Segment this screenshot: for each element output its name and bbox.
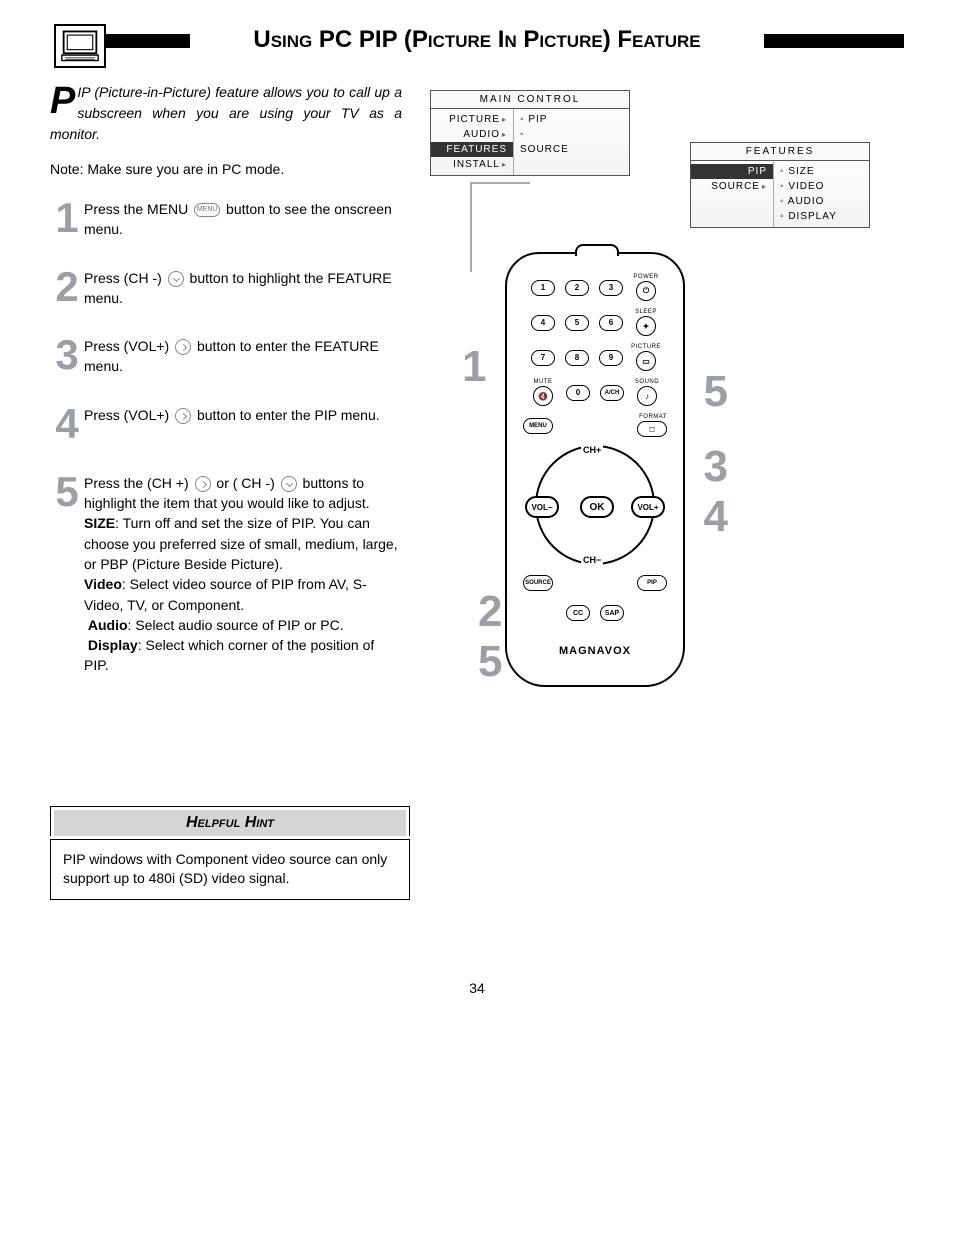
vol-plus-button: VOL+ [631, 496, 665, 518]
digit-6: 6 [599, 315, 623, 331]
step-number: 5 [50, 471, 84, 676]
power-label: POWER [633, 274, 658, 280]
vol-plus-icon [175, 408, 191, 424]
mute-label: MUTE [534, 379, 553, 385]
vol-plus-icon [175, 339, 191, 355]
digit-7: 7 [531, 350, 555, 366]
ch-plus-label: CH+ [581, 445, 603, 455]
callout-5b: 5 [478, 637, 502, 687]
callout-1: 1 [462, 342, 486, 392]
sap-button: SAP [600, 605, 624, 621]
ch-minus-icon [281, 476, 297, 492]
ach-button: A/CH [600, 385, 624, 401]
nav-ring: CH+ CH− VOL− VOL+ OK [535, 445, 655, 565]
sound-label: SOUND [635, 379, 659, 385]
ch-plus-icon [195, 476, 211, 492]
hint-body: PIP windows with Component video source … [50, 839, 410, 900]
step-number: 1 [50, 197, 84, 240]
format-label: FORMAT [639, 414, 667, 420]
callout-3: 3 [704, 442, 728, 492]
callout-5: 5 [704, 367, 728, 417]
pip-button: PIP [637, 575, 667, 591]
step-2: 2 Press (CH -) button to highlight the F… [50, 266, 402, 309]
step-4: 4 Press (VOL+) button to enter the PIP m… [50, 403, 402, 445]
helpful-hint: Helpful Hint PIP windows with Component … [50, 806, 410, 900]
digit-2: 2 [565, 280, 589, 296]
picture-icon: ▭ [636, 351, 656, 371]
sound-icon: ♪ [637, 386, 657, 406]
format-button: ⬚ [637, 421, 667, 437]
note-text: Note: Make sure you are in PC mode. [50, 161, 402, 177]
title-bar: Using PC PIP (Picture In Picture) Featur… [50, 20, 904, 64]
ok-button: OK [580, 496, 614, 518]
osd-title: MAIN CONTROL [431, 91, 629, 109]
ch-minus-icon [168, 271, 184, 287]
digit-8: 8 [565, 350, 589, 366]
picture-label: PICTURE [631, 344, 661, 350]
digit-9: 9 [599, 350, 623, 366]
digit-1: 1 [531, 280, 555, 296]
osd-features: FEATURES PIP SOURCE▸ ◦ SIZE ◦ VIDEO ◦ AU… [690, 142, 870, 228]
menu-button: MENU [523, 418, 553, 434]
brand-label: MAGNAVOX [517, 645, 673, 657]
callout-2: 2 [478, 587, 502, 637]
menu-button-icon: MENU [194, 203, 220, 217]
digit-3: 3 [599, 280, 623, 296]
intro-paragraph: PIP (Picture-in-Picture) feature allows … [50, 82, 402, 145]
step-number: 2 [50, 266, 84, 309]
digit-5: 5 [565, 315, 589, 331]
digit-0: 0 [566, 385, 590, 401]
power-icon: ⏻ [636, 281, 656, 301]
step-number: 4 [50, 403, 84, 445]
step-number: 3 [50, 334, 84, 377]
osd-title: FEATURES [691, 143, 869, 161]
step-3: 3 Press (VOL+) button to enter the FEATU… [50, 334, 402, 377]
osd-main-control: MAIN CONTROL PICTURE▸ AUDIO▸ FEATURES IN… [430, 90, 630, 176]
sleep-label: SLEEP [635, 309, 657, 315]
remote-control: 1 2 3 POWER⏻ 4 5 6 SLEEP✦ 7 8 9 [505, 252, 685, 687]
cc-button: CC [566, 605, 590, 621]
page-title: Using PC PIP (Picture In Picture) Featur… [190, 20, 764, 60]
step-5: 5 Press the (CH +) or ( CH -) buttons to… [50, 471, 402, 676]
page-number: 34 [50, 980, 904, 996]
monitor-icon [54, 24, 106, 68]
step-1: 1 Press the MENU MENU button to see the … [50, 197, 402, 240]
callout-4: 4 [704, 492, 728, 542]
digit-4: 4 [531, 315, 555, 331]
source-button: SOURCE [523, 575, 553, 591]
hint-title: Helpful Hint [54, 810, 406, 836]
mute-icon: 🔇 [533, 386, 553, 406]
ch-minus-label: CH− [581, 555, 603, 565]
sleep-icon: ✦ [636, 316, 656, 336]
vol-minus-button: VOL− [525, 496, 559, 518]
